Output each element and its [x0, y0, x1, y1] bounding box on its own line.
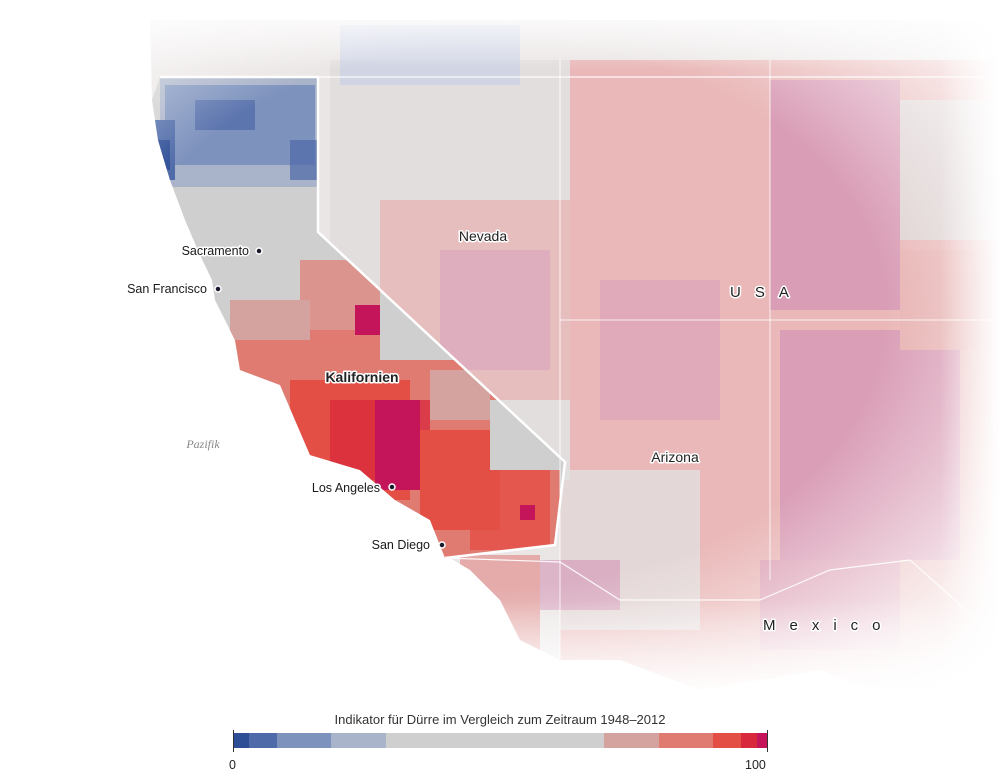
drought-map: Nevada USA Arizona Mexico Kalifornien Pa…: [0, 0, 1000, 700]
legend-tick-max: [767, 730, 768, 752]
legend: Indikator für Dürre im Vergleich zum Zei…: [0, 700, 1000, 780]
legend-tick-min: [233, 730, 234, 752]
legend-segment: [604, 733, 659, 748]
legend-segment: [756, 733, 768, 748]
city-san-diego: San Diego: [370, 537, 446, 554]
city-marker-icon: [388, 483, 396, 491]
city-marker-icon: [214, 285, 222, 293]
city-label: San Francisco: [127, 282, 207, 296]
map-canvas: Nevada USA Arizona Mexico Kalifornien Pa…: [0, 0, 1000, 700]
legend-segment: [385, 733, 605, 748]
legend-segment: [713, 733, 741, 748]
legend-max-label: 100: [745, 758, 766, 772]
city-san-francisco: San Francisco: [126, 281, 222, 298]
legend-segment: [658, 733, 714, 748]
legend-segment: [276, 733, 332, 748]
legend-segment: [249, 733, 277, 748]
label-arizona: Arizona: [651, 449, 699, 465]
legend-min-label: 0: [229, 758, 236, 772]
city-label: Los Angeles: [312, 481, 380, 495]
city-sacramento: Sacramento: [180, 243, 263, 260]
label-mexico: Mexico: [763, 617, 895, 634]
city-marker-icon: [255, 247, 263, 255]
legend-segment: [740, 733, 757, 748]
legend-segment: [331, 733, 386, 748]
label-nevada: Nevada: [459, 228, 507, 244]
legend-title: Indikator für Dürre im Vergleich zum Zei…: [334, 712, 666, 727]
city-los-angeles: Los Angeles: [310, 480, 396, 497]
legend-segment: [233, 733, 250, 748]
city-marker-icon: [438, 541, 446, 549]
city-label: San Diego: [372, 538, 430, 552]
legend-color-bar: [233, 733, 768, 748]
label-usa: USA: [730, 284, 803, 301]
label-kalifornien: Kalifornien: [325, 369, 398, 385]
city-label: Sacramento: [182, 244, 249, 258]
label-pazifik: Pazifik: [185, 437, 220, 451]
